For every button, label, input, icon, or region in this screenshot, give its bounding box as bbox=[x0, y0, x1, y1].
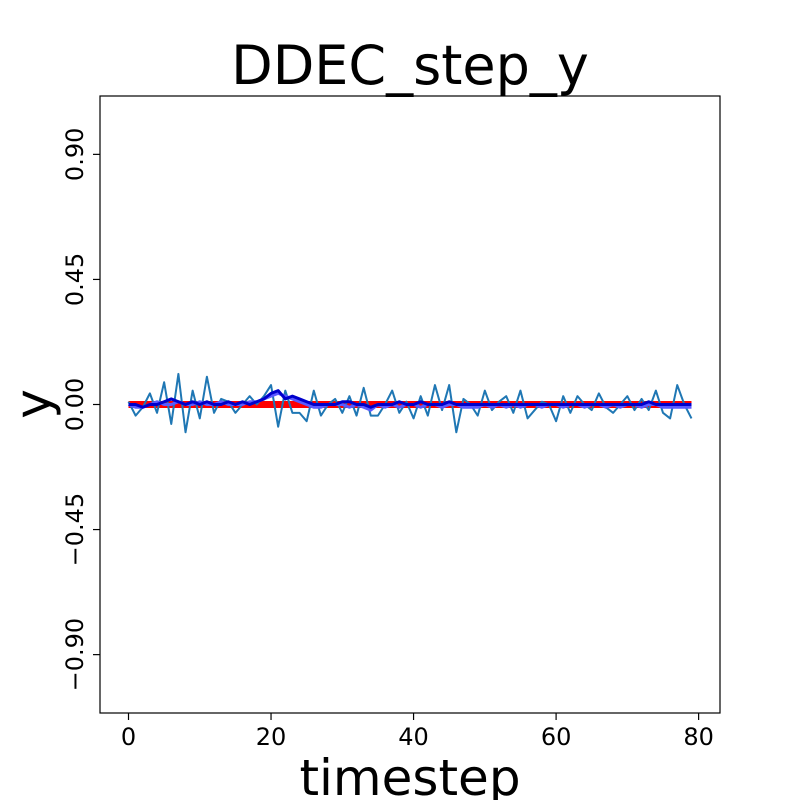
y-tick-label: −0.90 bbox=[61, 618, 89, 692]
x-tick-label: 80 bbox=[683, 723, 714, 751]
x-tick-label: 60 bbox=[541, 723, 572, 751]
x-tick-label: 40 bbox=[398, 723, 429, 751]
y-tick-label: −0.45 bbox=[61, 493, 89, 567]
x-tick-label: 0 bbox=[121, 723, 136, 751]
y-tick-label: 0.90 bbox=[61, 128, 89, 181]
series-layer bbox=[127, 372, 693, 434]
x-axis-ticks: 0 20 40 60 80 bbox=[121, 713, 714, 751]
y-axis-ticks: −0.90 −0.45 0.00 0.45 0.90 bbox=[61, 128, 100, 692]
y-tick-label: 0.00 bbox=[61, 378, 89, 431]
series-line-2 bbox=[127, 372, 693, 434]
y-tick-label: 0.45 bbox=[61, 253, 89, 306]
chart-title: DDEC_step_y bbox=[231, 34, 589, 97]
series-line-4 bbox=[128, 389, 692, 409]
x-tick-label: 20 bbox=[256, 723, 287, 751]
x-axis-label: timestep bbox=[299, 749, 520, 800]
y-axis-label: y bbox=[4, 389, 62, 419]
